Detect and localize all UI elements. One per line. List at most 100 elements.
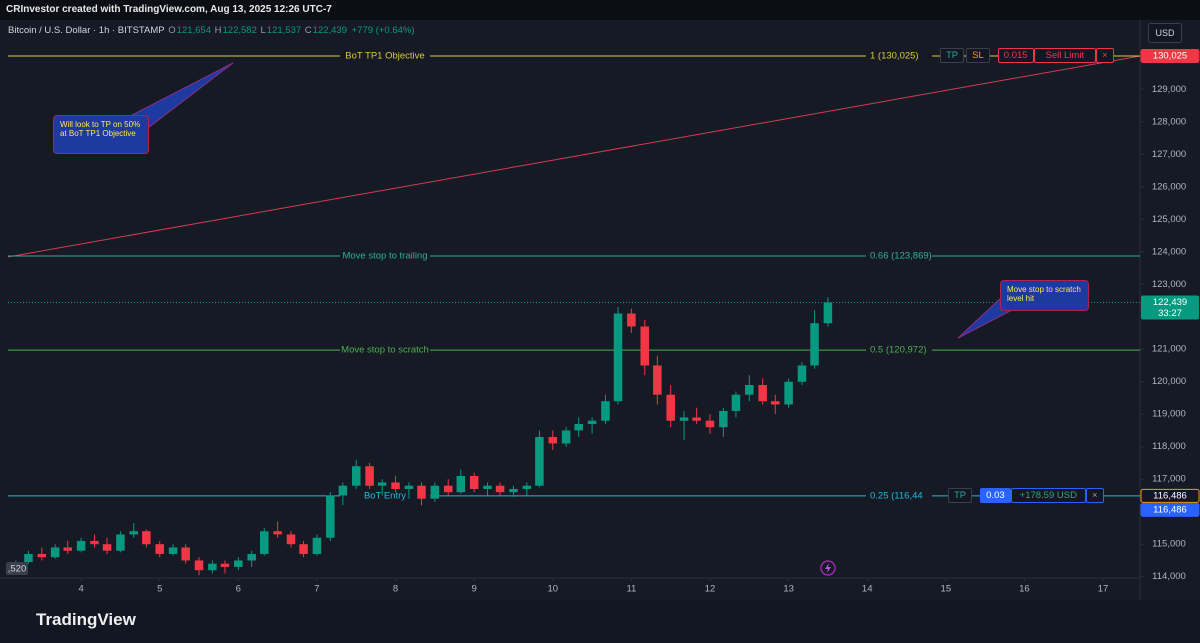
currency-button[interactable]: USD xyxy=(1148,23,1182,43)
last-price-label: 122,439 xyxy=(1153,297,1187,308)
price-tag xyxy=(1140,48,1200,63)
x-tick-label: 13 xyxy=(783,584,794,595)
left-tag-box xyxy=(6,562,28,575)
candle-body xyxy=(784,381,793,405)
change: +779 (+0.64%) xyxy=(351,25,415,36)
ohlc-value: 121,654 xyxy=(176,25,211,36)
candle-body xyxy=(627,313,636,327)
level-label-bg xyxy=(866,489,932,502)
candle-body xyxy=(365,466,374,486)
candle-body xyxy=(181,547,190,561)
alert-circle xyxy=(820,560,836,576)
cancel-order[interactable]: × xyxy=(1096,48,1114,63)
level-mid-label: BoT Entry xyxy=(364,490,406,501)
price-tag-label: 116,486 xyxy=(1153,504,1187,515)
candle-body xyxy=(260,531,269,554)
candle-body xyxy=(495,485,505,493)
candle-body xyxy=(326,495,335,538)
candle-body xyxy=(208,563,217,571)
candle-body xyxy=(823,302,833,324)
candle-body xyxy=(731,394,741,411)
price-tag xyxy=(1140,502,1200,517)
x-tick-label: 12 xyxy=(705,584,716,595)
footer: TradingView xyxy=(0,600,1200,643)
candle-body xyxy=(601,401,610,421)
level-label-bg xyxy=(866,344,932,357)
level-label-bg xyxy=(340,49,430,62)
candle-body xyxy=(692,417,701,421)
candle-body xyxy=(24,553,33,563)
level-mid-label: BoT TP1 Objective xyxy=(345,50,424,61)
candle-body xyxy=(653,365,662,395)
candle-body xyxy=(810,323,819,366)
x-tick-label: 8 xyxy=(393,584,398,595)
candle-body xyxy=(194,560,204,571)
candle-body xyxy=(312,537,322,554)
candle-body xyxy=(574,423,583,431)
candle-body xyxy=(666,394,675,421)
alert-bolt xyxy=(825,563,831,573)
candle-body xyxy=(587,420,597,424)
ohlc-value: 122,582 xyxy=(222,25,257,36)
candle-body xyxy=(509,488,518,493)
candle-body xyxy=(76,540,86,551)
y-tick-label: 115,000 xyxy=(1152,539,1186,550)
x-tick-label: 4 xyxy=(78,584,83,595)
plot: BoT TP1 Objective 1 (130,025) Move stop to… xyxy=(7,49,1141,576)
ohlc-label: C xyxy=(304,25,312,36)
candle-body xyxy=(770,401,780,405)
position-panel: TP 0.03 +178.59 USD × xyxy=(948,488,1106,503)
level-label: 0.25 (116,44 xyxy=(870,490,923,501)
tp-button[interactable]: TP xyxy=(940,48,965,63)
ohlc-value: 121,537 xyxy=(266,25,302,36)
callout: Move stop to scratch level hit xyxy=(1000,280,1089,311)
y-tick-label: 125,000 xyxy=(1152,214,1186,225)
candle-body xyxy=(561,430,571,444)
position-qty: 0.03 xyxy=(980,488,1011,503)
candle-body xyxy=(220,563,230,567)
x-tick-label: 11 xyxy=(626,584,636,595)
y-tick-label: 127,000 xyxy=(1152,149,1186,160)
candle-body xyxy=(247,553,256,561)
y-tick-label: 121,000 xyxy=(1152,344,1186,355)
brand: TradingView xyxy=(36,610,136,629)
ohlc-label: H xyxy=(214,25,222,36)
candle-body xyxy=(142,531,151,545)
candle-body xyxy=(377,482,387,486)
y-tick-label: 118,000 xyxy=(1152,441,1186,452)
candle-body xyxy=(469,475,479,489)
y-tick-label: 124,000 xyxy=(1152,246,1186,257)
candle-body xyxy=(37,553,47,558)
candle-body xyxy=(129,531,139,535)
credit-bar: CRInvestor created with TradingView.com,… xyxy=(0,0,1200,20)
candle-body xyxy=(155,544,164,554)
x-tick-label: 15 xyxy=(941,584,952,595)
x-tick-label: 7 xyxy=(314,584,319,595)
candle-body xyxy=(613,313,623,402)
tp-button[interactable]: TP xyxy=(948,488,973,503)
ohlc-label: O xyxy=(168,25,176,36)
level-label-bg xyxy=(866,49,932,62)
level-label-bg xyxy=(340,250,430,263)
close-position[interactable]: × xyxy=(1085,488,1104,503)
y-tick-label: 128,000 xyxy=(1152,116,1186,127)
candle-body xyxy=(745,384,754,395)
y-tick-label: 114,000 xyxy=(1152,571,1186,582)
candle-body xyxy=(102,544,112,551)
y-tick-label: 123,000 xyxy=(1152,279,1186,290)
candle-body xyxy=(758,384,767,402)
candle-body xyxy=(456,475,466,493)
candle-body xyxy=(351,466,361,486)
ohlc-label: L xyxy=(260,25,266,36)
sl-button[interactable]: SL xyxy=(966,48,990,63)
price-tag-label: 116,486 xyxy=(1153,490,1187,501)
price-tag xyxy=(1140,488,1200,503)
candle-body xyxy=(535,436,544,486)
order-qty[interactable]: 0.015 xyxy=(997,48,1034,63)
callout: Will look to TP on 50% at BoT TP1 Object… xyxy=(53,115,149,154)
level-label-bg xyxy=(340,489,430,502)
order-type: Sell Limit xyxy=(1033,48,1097,63)
candle-body xyxy=(719,410,728,428)
